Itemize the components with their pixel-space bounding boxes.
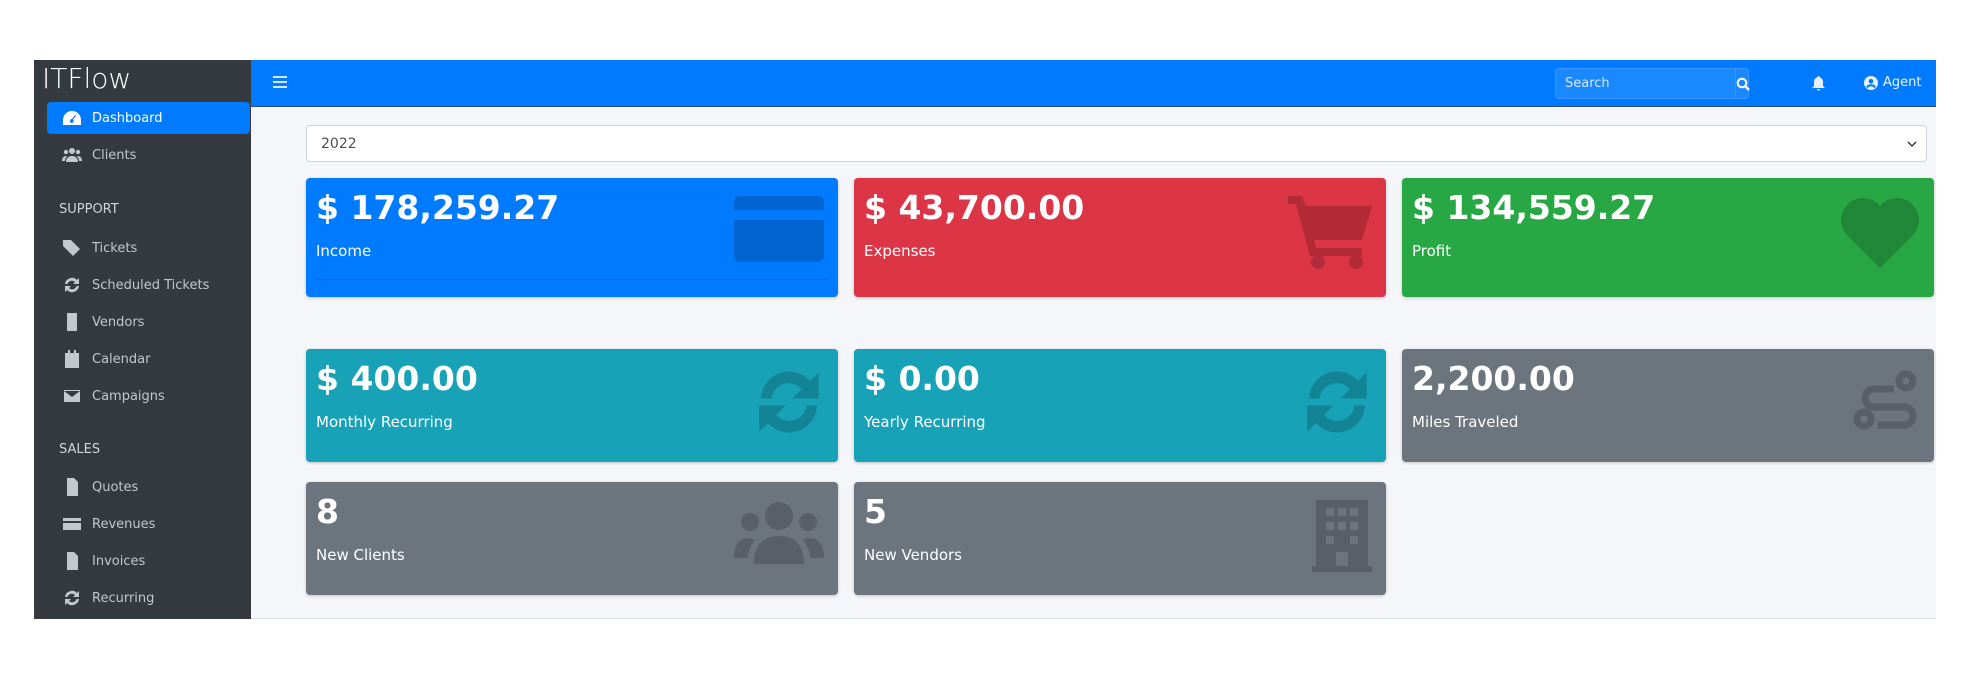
sidebar-item-tickets[interactable]: Tickets xyxy=(47,232,250,264)
stat-value: $ 134,559.27 xyxy=(1412,188,1656,227)
stat-label: Miles Traveled xyxy=(1412,413,1519,431)
building-icon xyxy=(1312,500,1372,576)
menu-toggle-icon[interactable] xyxy=(273,75,288,89)
sync-icon xyxy=(65,277,79,293)
stat-label: New Vendors xyxy=(864,546,962,564)
app-logo[interactable]: ITFlow xyxy=(42,62,132,95)
user-menu[interactable]: Agent xyxy=(1864,75,1921,90)
sidebar-item-recurring[interactable]: Recurring xyxy=(47,582,250,614)
search-form xyxy=(1555,68,1750,99)
stat-label: Monthly Recurring xyxy=(316,413,453,431)
top-navbar: Agent xyxy=(251,60,1936,107)
stat-card-profit[interactable]: $ 134,559.27 Profit xyxy=(1402,178,1934,297)
stat-footer: Receivables: $ 1,486.60 xyxy=(316,279,828,297)
stat-label: Profit xyxy=(1412,242,1452,260)
sidebar-item-dashboard[interactable]: Dashboard xyxy=(47,102,250,134)
sidebar-item-label: Scheduled Tickets xyxy=(92,277,210,293)
sidebar-item-label: Invoices xyxy=(92,553,146,569)
sidebar-header-sales: SALES xyxy=(59,442,101,457)
stat-value: 2,200.00 xyxy=(1412,359,1575,398)
building-icon xyxy=(67,313,77,331)
sidebar-item-label: Dashboard xyxy=(92,110,163,126)
file-icon xyxy=(67,478,78,496)
stat-card-income[interactable]: $ 178,259.27 Income Receivables: $ 1,486.6… xyxy=(306,178,838,297)
sidebar-item-revenues[interactable]: Revenues xyxy=(47,508,250,540)
stat-label: New Clients xyxy=(316,546,405,564)
search-input[interactable] xyxy=(1556,69,1735,98)
year-select[interactable]: 2022 xyxy=(306,125,1927,162)
credit-card-icon xyxy=(63,518,81,530)
invoice-icon xyxy=(67,552,78,570)
stat-card-monthly-recurring[interactable]: $ 400.00 Monthly Recurring xyxy=(306,349,838,462)
sidebar-item-label: Calendar xyxy=(92,351,151,367)
stat-value: $ 43,700.00 xyxy=(864,188,1085,227)
tags-icon xyxy=(63,240,80,256)
sidebar-item-label: Revenues xyxy=(92,516,156,532)
stat-value: 5 xyxy=(864,492,887,531)
route-icon xyxy=(1850,367,1920,441)
sidebar-item-calendar[interactable]: Calendar xyxy=(47,343,250,375)
users-icon xyxy=(62,148,82,162)
chevron-down-icon xyxy=(1907,141,1917,148)
sidebar-item-label: Quotes xyxy=(92,479,139,495)
sidebar: ITFlow Dashboard Clients SUPPORT Tickets… xyxy=(34,60,251,619)
tachometer-icon xyxy=(63,111,81,125)
stat-label: Income xyxy=(316,242,372,260)
year-select-value: 2022 xyxy=(321,135,357,152)
search-icon xyxy=(1736,77,1750,91)
stat-value: $ 400.00 xyxy=(316,359,478,398)
sidebar-item-campaigns[interactable]: Campaigns xyxy=(47,380,250,412)
stat-card-miles-traveled[interactable]: 2,200.00 Miles Traveled xyxy=(1402,349,1934,462)
main-content: 2022 $ 178,259.27 Income Receivables: $ 1,… xyxy=(251,107,1936,619)
sync-icon xyxy=(754,367,824,441)
stat-label: Yearly Recurring xyxy=(864,413,986,431)
envelope-icon xyxy=(64,390,80,402)
sidebar-header-support: SUPPORT xyxy=(59,202,119,217)
credit-card-icon xyxy=(734,196,824,266)
user-circle-icon xyxy=(1864,75,1878,90)
stat-card-yearly-recurring[interactable]: $ 0.00 Yearly Recurring xyxy=(854,349,1386,462)
sidebar-item-clients[interactable]: Clients xyxy=(47,139,250,171)
stat-card-new-vendors[interactable]: 5 New Vendors xyxy=(854,482,1386,595)
sidebar-item-invoices[interactable]: Invoices xyxy=(47,545,250,577)
stat-value: $ 178,259.27 xyxy=(316,188,560,227)
sidebar-item-label: Clients xyxy=(92,147,137,163)
stat-card-expenses[interactable]: $ 43,700.00 Expenses xyxy=(854,178,1386,297)
sidebar-item-label: Vendors xyxy=(92,314,145,330)
stat-label: Expenses xyxy=(864,242,936,260)
heart-icon xyxy=(1840,196,1920,272)
shopping-cart-icon xyxy=(1288,196,1372,274)
stat-card-new-clients[interactable]: 8 New Clients xyxy=(306,482,838,595)
stat-value: 8 xyxy=(316,492,339,531)
user-name: Agent xyxy=(1883,75,1922,90)
sync-icon xyxy=(65,590,79,606)
sync-icon xyxy=(1302,367,1372,441)
users-icon xyxy=(734,500,824,568)
sidebar-item-vendors[interactable]: Vendors xyxy=(47,306,250,338)
calendar-icon xyxy=(65,350,79,368)
sidebar-item-scheduled-tickets[interactable]: Scheduled Tickets xyxy=(47,269,250,301)
bell-icon[interactable] xyxy=(1812,76,1825,91)
search-button[interactable] xyxy=(1735,69,1750,98)
stat-value: $ 0.00 xyxy=(864,359,980,398)
sidebar-item-label: Recurring xyxy=(92,590,155,606)
sidebar-item-label: Tickets xyxy=(92,240,138,256)
sidebar-item-label: Campaigns xyxy=(92,388,165,404)
sidebar-item-quotes[interactable]: Quotes xyxy=(47,471,250,503)
